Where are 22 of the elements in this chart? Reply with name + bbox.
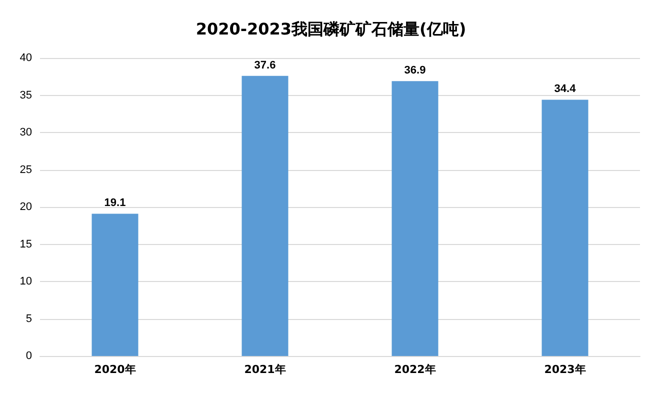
data-label: 34.4 — [554, 83, 577, 96]
bar — [92, 214, 138, 356]
y-tick-label: 15 — [20, 238, 32, 250]
y-tick-label: 25 — [20, 164, 32, 176]
y-tick-label: 20 — [20, 201, 32, 213]
bar — [392, 81, 438, 356]
y-tick-label: 35 — [20, 89, 32, 102]
bar — [542, 100, 588, 356]
x-tick-label: 2022年 — [394, 363, 436, 376]
y-tick-label: 5 — [26, 312, 32, 325]
y-tick-label: 0 — [26, 350, 32, 362]
y-tick-label: 30 — [20, 126, 32, 138]
data-label: 37.6 — [254, 59, 276, 72]
x-tick-label: 2023年 — [544, 363, 586, 376]
x-tick-label: 2021年 — [244, 363, 286, 376]
chart-title: 2020-2023我国磷矿矿石储量(亿吨) — [196, 20, 466, 38]
y-tick-label: 40 — [20, 52, 32, 64]
x-tick-label: 2020年 — [94, 363, 136, 376]
data-label: 36.9 — [404, 64, 426, 77]
data-label: 19.1 — [104, 197, 126, 210]
y-tick-label: 10 — [20, 276, 32, 288]
bar — [242, 76, 288, 356]
